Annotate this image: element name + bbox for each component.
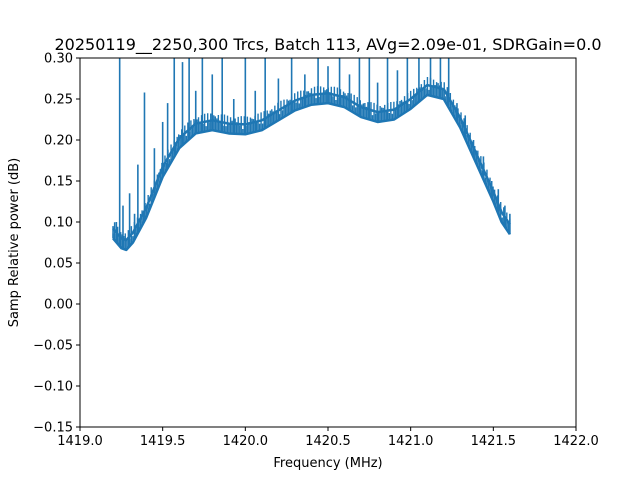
series-dense-band (112, 76, 511, 250)
y-tick-label: 0.20 (44, 134, 73, 149)
y-tick-label: 0.05 (44, 257, 73, 272)
y-tick-label: 0.30 (44, 52, 73, 67)
x-axis: 1419.0 1419.5 1420.0 1420.5 1421.0 1421.5 1422… (57, 427, 599, 449)
y-axis: −0.15 −0.10 −0.05 0.00 0.05 0.10 0.15 0.20 0.25 0… (33, 52, 80, 436)
y-tick-label: 0.25 (44, 93, 73, 108)
y-tick-label: −0.10 (33, 380, 73, 395)
x-tick-label: 1421.0 (388, 434, 434, 449)
plot-frame (79, 57, 577, 428)
x-axis-label: Frequency (MHz) (273, 456, 382, 471)
x-tick-label: 1419.0 (57, 434, 103, 449)
series-layer (112, 58, 511, 252)
x-tick-label: 1421.5 (471, 434, 517, 449)
x-tick-label: 1420.5 (305, 434, 351, 449)
y-tick-label: 0.15 (44, 175, 73, 190)
y-tick-label: −0.05 (33, 339, 73, 354)
chart-title: 20250119__2250,300 Trcs, Batch 113, AVg=… (54, 35, 601, 55)
y-tick-label: 0.10 (44, 216, 73, 231)
x-tick-label: 1422.0 (553, 434, 599, 449)
y-tick-label: −0.15 (33, 421, 73, 436)
x-tick-label: 1419.5 (140, 434, 186, 449)
x-tick-label: 1420.0 (223, 434, 269, 449)
y-tick-label: 0.00 (44, 298, 73, 313)
y-axis-label: Samp Relative power (dB) (7, 158, 22, 327)
series-baseline (112, 93, 511, 252)
